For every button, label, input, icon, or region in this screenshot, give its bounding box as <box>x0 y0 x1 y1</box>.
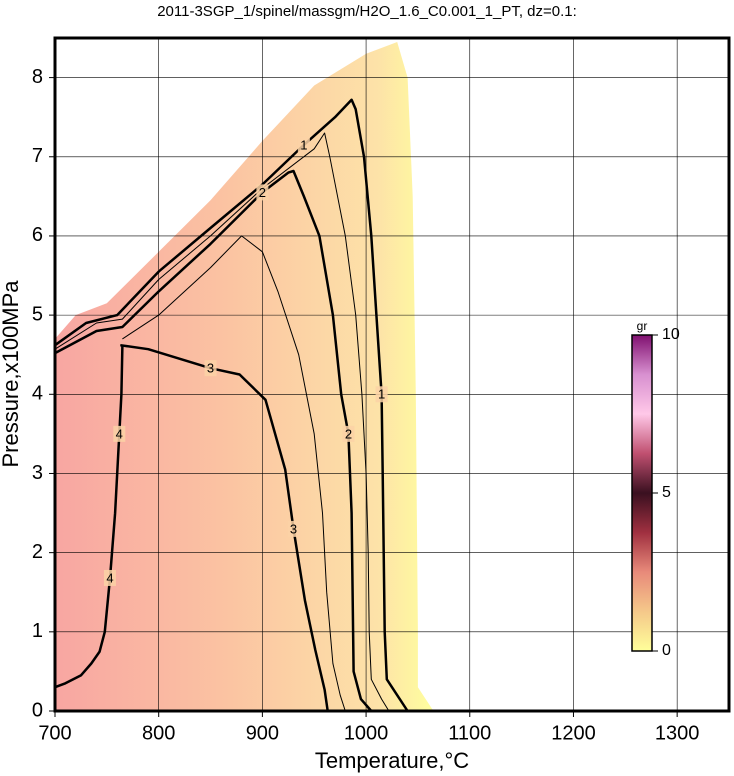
plot-frame <box>53 36 731 713</box>
x-tick-label: 900 <box>246 722 279 744</box>
x-tick-label: 700 <box>38 722 71 744</box>
contour-label: 4 <box>116 426 123 441</box>
contour-label: 1 <box>378 387 385 402</box>
colorbar-tick-label: 5 <box>662 484 671 501</box>
contour-label-bg <box>342 425 355 442</box>
contour-label: 4 <box>106 570 113 585</box>
y-tick-label: 8 <box>32 66 43 88</box>
y-tick-label: 4 <box>32 383 43 405</box>
contour-line <box>120 343 329 712</box>
contour-line <box>54 98 409 712</box>
contour-label-bg <box>287 520 300 537</box>
contour-label-bg <box>113 425 126 442</box>
contour-label-bg <box>375 386 388 403</box>
x-tick-label: 1200 <box>551 722 596 744</box>
x-tick-label: 1100 <box>448 722 491 744</box>
contour-line <box>54 132 390 712</box>
y-tick-label: 1 <box>32 620 43 642</box>
contour-line <box>54 345 124 689</box>
x-tick-label: 800 <box>142 722 175 744</box>
contour-label-bg <box>297 136 310 153</box>
contour-label: 3 <box>207 361 214 376</box>
contour-label-bg <box>204 360 217 377</box>
colorbar-label: gr <box>637 319 648 333</box>
y-tick-label: 3 <box>32 462 43 484</box>
x-tick-label: 1000 <box>344 722 389 744</box>
contour-label-bg <box>103 569 116 586</box>
contour-label: 2 <box>345 426 352 441</box>
contour-line <box>122 235 346 712</box>
y-tick-label: 2 <box>32 541 43 563</box>
contour-label: 2 <box>259 185 266 200</box>
colorbar-tick-label: 0 <box>662 642 671 659</box>
y-tick-label: 0 <box>32 699 43 721</box>
contour-line <box>54 169 373 712</box>
contour-label-bg <box>256 184 269 201</box>
colorbar-tick-label: 10 <box>662 326 680 343</box>
y-tick-label: 5 <box>32 303 43 325</box>
y-tick-label: 6 <box>32 224 43 246</box>
y-axis-label: Pressure,x100MPa <box>0 280 23 468</box>
colorbar <box>631 334 653 652</box>
contour-label: 3 <box>290 521 297 536</box>
field-area <box>55 42 434 711</box>
y-tick-label: 7 <box>32 145 43 167</box>
chart-title: 2011-3SGP_1/spinel/massgm/H2O_1.6_C0.001… <box>157 3 577 20</box>
x-tick-label: 1300 <box>655 722 700 744</box>
contour-label: 1 <box>300 137 307 152</box>
x-axis-label: Temperature,°C <box>315 748 469 773</box>
